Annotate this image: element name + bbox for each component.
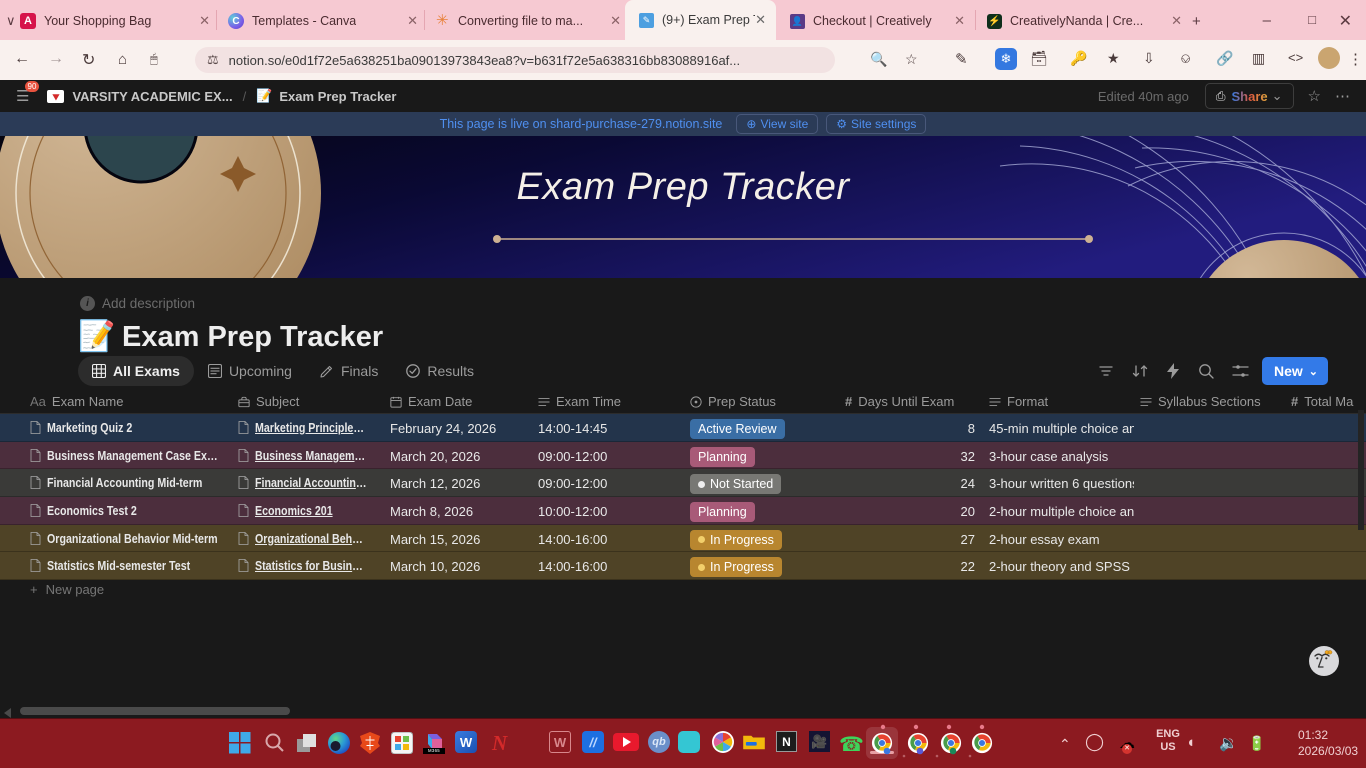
svg-text:Exam Prep Tracker: Exam Prep Tracker (517, 166, 851, 208)
